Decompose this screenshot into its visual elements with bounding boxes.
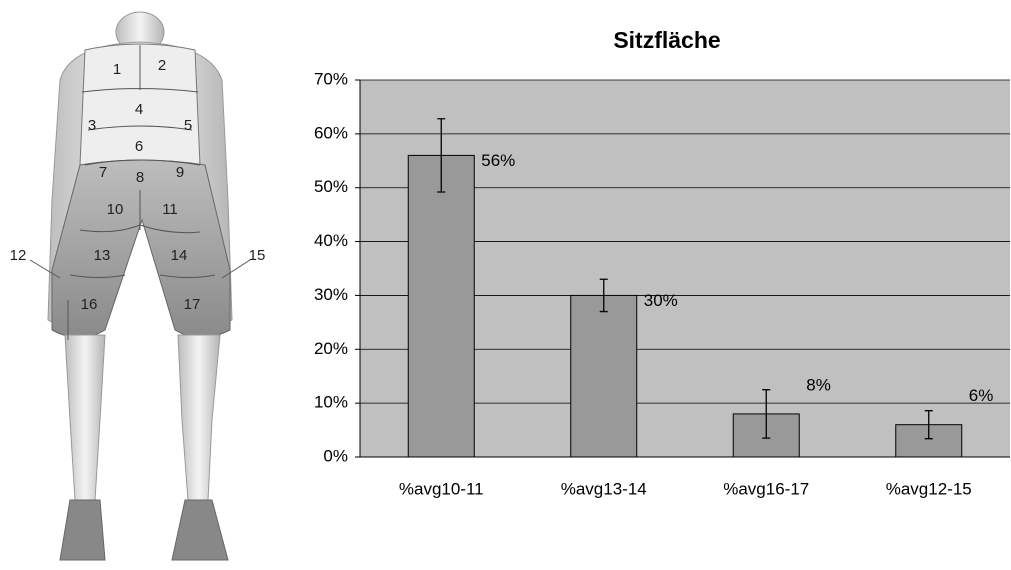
value-label: 30%: [644, 291, 678, 310]
y-tick-label: 40%: [314, 231, 348, 250]
region-label: 6: [135, 138, 143, 155]
region-label: 14: [171, 247, 188, 264]
error-bar: [599, 278, 608, 313]
chart-title: Sitzfläche: [613, 27, 720, 53]
error-bar: [924, 410, 933, 440]
region-label: 11: [162, 201, 178, 218]
y-tick-label: 70%: [314, 69, 348, 88]
y-tick-label: 50%: [314, 177, 348, 196]
y-tick-label: 0%: [323, 446, 348, 465]
x-tick-label: %avg16-17: [723, 479, 809, 498]
value-label: 8%: [806, 375, 831, 394]
region-label: 2: [158, 57, 166, 74]
error-bar: [437, 118, 446, 193]
x-tick-label: %avg13-14: [561, 479, 647, 498]
body-figure: [29, 11, 251, 561]
region-label: 13: [94, 247, 111, 264]
region-label: 4: [135, 101, 143, 118]
region-label: 8: [136, 169, 144, 186]
value-label: 56%: [481, 151, 515, 170]
region-label: 1: [113, 61, 121, 78]
value-label: 6%: [969, 386, 994, 405]
y-tick-label: 20%: [314, 339, 348, 358]
region-label: 17: [184, 296, 201, 313]
region-label: 10: [107, 201, 124, 218]
region-label: 15: [249, 247, 266, 264]
x-tick-label: %avg12-15: [886, 479, 972, 498]
region-label: 12: [10, 247, 27, 264]
region-label: 16: [81, 296, 98, 313]
region-label: 9: [176, 164, 184, 181]
y-tick-label: 60%: [314, 123, 348, 142]
x-tick-label: %avg10-11: [399, 479, 484, 498]
bar: [407, 154, 475, 458]
region-label: 5: [184, 117, 192, 134]
region-label: 3: [88, 117, 96, 134]
region-label: 7: [99, 164, 107, 181]
y-tick-label: 30%: [314, 285, 348, 304]
error-bar: [762, 389, 771, 439]
bar: [570, 294, 638, 458]
y-tick-label: 10%: [314, 393, 348, 412]
